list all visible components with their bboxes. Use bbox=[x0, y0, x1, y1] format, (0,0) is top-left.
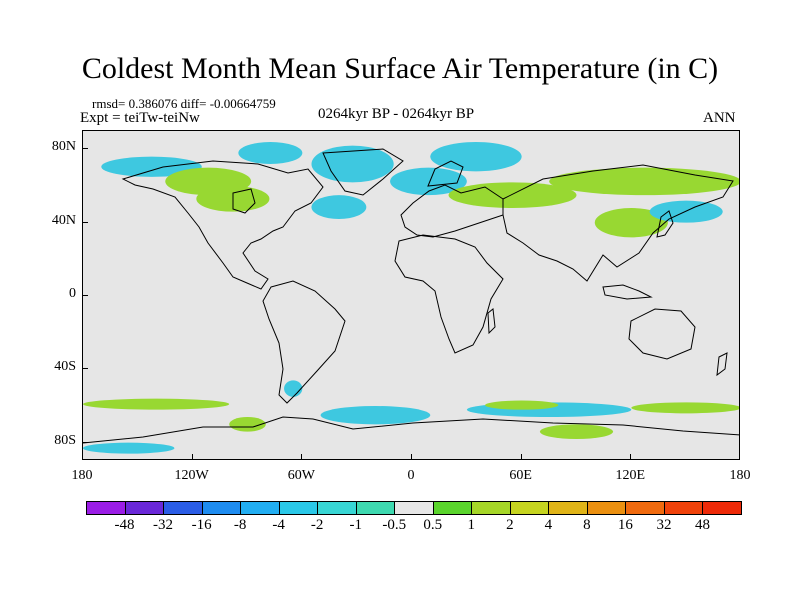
colorbar-label: -2 bbox=[310, 517, 324, 533]
anomaly-region-11 bbox=[649, 200, 723, 223]
colorbar-label: -48 bbox=[114, 517, 135, 533]
colorbar-cell bbox=[548, 501, 588, 515]
colorbar-cell bbox=[586, 501, 627, 515]
lat-label: 0 bbox=[69, 286, 76, 301]
colorbar-label: 16 bbox=[617, 517, 633, 533]
colorbar-label: -32 bbox=[153, 517, 174, 533]
colorbar-cell bbox=[625, 501, 665, 515]
stats-label: rmsd= 0.386076 diff= -0.00664759 bbox=[92, 96, 276, 111]
colorbar-cell bbox=[471, 501, 511, 515]
coastlines bbox=[83, 148, 739, 444]
colorbar-cell bbox=[201, 501, 242, 515]
colorbar-label: 8 bbox=[583, 517, 591, 533]
coast-asia bbox=[502, 164, 734, 282]
anomaly-region-13 bbox=[83, 398, 230, 410]
lon-tick bbox=[520, 454, 522, 460]
colorbar-cell bbox=[394, 501, 434, 515]
lon-label: 60W bbox=[287, 468, 315, 483]
lon-label: 180 bbox=[729, 468, 751, 483]
map-panel bbox=[82, 130, 740, 460]
season-label: ANN bbox=[703, 110, 736, 126]
coast-antarctica bbox=[83, 416, 739, 444]
colorbar-cell bbox=[663, 501, 704, 515]
lat-tick bbox=[82, 148, 88, 150]
coast-greenland bbox=[322, 148, 404, 196]
colorbar-cell bbox=[509, 501, 550, 515]
chart-title: Coldest Month Mean Surface Air Temperatu… bbox=[81, 52, 719, 85]
anomaly-region-8 bbox=[448, 182, 577, 208]
anomaly-region-20 bbox=[83, 442, 175, 454]
period-label: 0264kyr BP - 0264kyr BP bbox=[318, 106, 475, 122]
colorbar-label: 48 bbox=[694, 517, 710, 533]
map-canvas bbox=[83, 142, 739, 454]
lon-label: 60E bbox=[509, 468, 532, 483]
lat-label: 80N bbox=[51, 139, 76, 155]
coast-madagascar bbox=[487, 308, 496, 335]
colorbar-cell bbox=[86, 501, 126, 515]
anomaly-region-9 bbox=[549, 167, 739, 196]
anomaly-region-0 bbox=[101, 156, 202, 177]
anomaly-region-18 bbox=[631, 402, 739, 414]
lat-tick bbox=[82, 221, 88, 223]
coast-hudson-bay bbox=[232, 188, 256, 214]
anomaly-region-10 bbox=[594, 208, 668, 238]
colorbar-cell bbox=[355, 501, 396, 515]
lon-tick bbox=[82, 454, 83, 460]
coast-south-america bbox=[262, 280, 346, 404]
colorbar-label: -8 bbox=[233, 517, 247, 533]
colorbar-cell bbox=[240, 501, 280, 515]
experiment-label: Expt = teiTw-teiNw bbox=[80, 110, 200, 126]
lat-label: 40S bbox=[54, 359, 76, 375]
coast-scandinavia bbox=[427, 160, 464, 187]
anomaly-region-3 bbox=[238, 142, 303, 164]
lat-tick bbox=[82, 441, 88, 443]
anomaly-region-14 bbox=[229, 417, 266, 432]
lon-tick bbox=[191, 454, 193, 460]
anomaly-region-19 bbox=[539, 424, 614, 439]
lon-tick bbox=[739, 454, 740, 460]
lon-tick bbox=[301, 454, 303, 460]
colorbar-cell bbox=[163, 501, 203, 515]
colorbar-label: 4 bbox=[544, 517, 553, 533]
lat-label: 80S bbox=[54, 432, 76, 448]
coast-australia bbox=[628, 308, 696, 360]
anomaly-region-17 bbox=[485, 400, 559, 410]
colorbar-label: -1 bbox=[349, 517, 362, 533]
colorbar-label: -4 bbox=[272, 517, 285, 533]
colorbar-label: -16 bbox=[191, 517, 212, 533]
lon-tick bbox=[411, 454, 412, 460]
lat-label: 40N bbox=[51, 212, 76, 228]
colorbar-cell bbox=[432, 501, 473, 515]
lon-label: 0 bbox=[407, 468, 415, 483]
lat-tick bbox=[82, 295, 88, 296]
colorbar-label: 1 bbox=[467, 517, 476, 533]
coast-new-zealand bbox=[716, 352, 728, 377]
colorbar-label: 2 bbox=[506, 517, 514, 533]
lon-label: 120E bbox=[615, 468, 646, 483]
colorbar-label: 32 bbox=[656, 517, 672, 533]
lon-label: 180 bbox=[71, 468, 93, 483]
colorbar-cell bbox=[702, 501, 742, 515]
lat-tick bbox=[82, 368, 88, 370]
anomaly-region-6 bbox=[390, 167, 467, 196]
coast-japan bbox=[656, 210, 674, 238]
anomaly-region-7 bbox=[430, 142, 522, 172]
colorbar-label: 0.5 bbox=[423, 517, 443, 533]
colorbar-cell bbox=[124, 501, 165, 515]
anomaly-region-12 bbox=[284, 380, 303, 397]
anomaly-region-5 bbox=[311, 195, 367, 219]
anomaly-region-15 bbox=[320, 406, 431, 425]
coast-africa bbox=[394, 234, 504, 354]
coast-indonesia bbox=[602, 284, 653, 300]
lon-tick bbox=[630, 454, 632, 460]
coast-north-america bbox=[121, 160, 324, 290]
lon-label: 120W bbox=[174, 468, 209, 483]
colorbar-cell bbox=[317, 501, 357, 515]
colorbar-cell bbox=[278, 501, 319, 515]
colorbar-label: -0.5 bbox=[382, 517, 407, 533]
